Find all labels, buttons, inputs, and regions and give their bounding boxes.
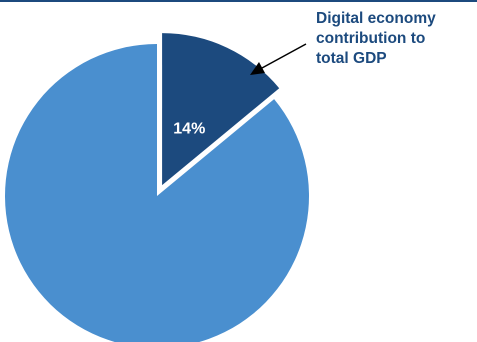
annotation-line-3: total GDP	[316, 50, 387, 67]
top-rule	[0, 0, 477, 2]
slice-data-label-1: 14%	[173, 120, 205, 137]
annotation-arrow	[261, 43, 307, 69]
annotation-line-1: Digital economy	[316, 10, 436, 27]
pie-slice-1	[162, 33, 280, 186]
slice-annotation: Digital economy contribution to total GD…	[316, 9, 476, 69]
annotation-arrowhead	[250, 62, 265, 75]
pie-slice-2	[5, 44, 309, 342]
annotation-line-2: contribution to	[316, 30, 426, 47]
